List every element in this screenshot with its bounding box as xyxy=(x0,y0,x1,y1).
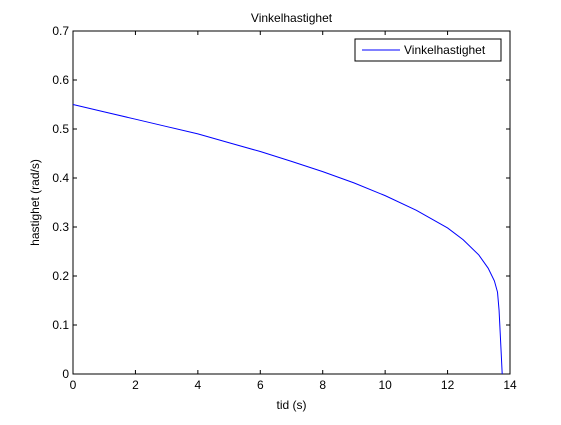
series-line xyxy=(72,104,503,375)
y-tick-label: 0.4 xyxy=(52,171,69,185)
y-tick-label: 0.2 xyxy=(52,269,69,283)
legend-label: Vinkelhastighet xyxy=(404,43,486,57)
y-tick-label: 0.5 xyxy=(52,122,69,136)
y-axis-ticks: 0 0.1 0.2 0.3 0.4 0.5 0.6 0.7 xyxy=(52,24,510,381)
y-tick-label: 0.6 xyxy=(52,73,69,87)
y-tick-label: 0.7 xyxy=(52,24,69,38)
legend-box xyxy=(354,38,502,62)
y-tick-label: 0.1 xyxy=(52,318,69,332)
plot-area xyxy=(72,30,511,375)
x-tick-label: 6 xyxy=(257,378,264,392)
y-tick-label: 0.3 xyxy=(52,220,69,234)
x-tick-label: 14 xyxy=(503,378,517,392)
x-tick-label: 0 xyxy=(70,378,77,392)
x-tick-label: 10 xyxy=(378,378,392,392)
y-tick-label: 0 xyxy=(62,367,69,381)
x-tick-label: 12 xyxy=(441,378,455,392)
x-axis-label: tid (s) xyxy=(277,398,307,412)
x-tick-label: 8 xyxy=(319,378,326,392)
series-layer xyxy=(72,104,503,375)
x-tick-label: 2 xyxy=(132,378,139,392)
x-axis-ticks: 0 2 4 6 8 10 12 14 xyxy=(70,31,517,392)
chart-title: Vinkelhastighet xyxy=(251,11,333,25)
legend: Vinkelhastighet xyxy=(354,38,502,62)
x-tick-label: 4 xyxy=(195,378,202,392)
y-axis-label: hastighet (rad/s) xyxy=(28,159,42,246)
